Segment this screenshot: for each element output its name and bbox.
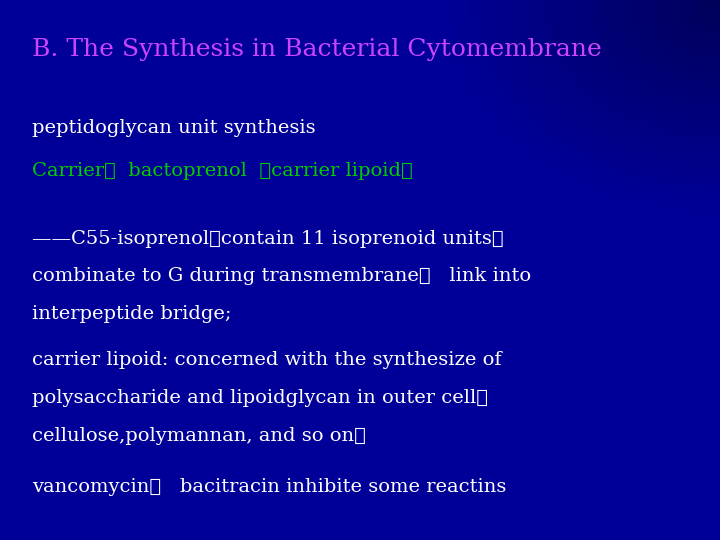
Text: Carrier：  bactoprenol  （carrier lipoid）: Carrier： bactoprenol （carrier lipoid） — [32, 162, 413, 180]
Text: combinate to G during transmembrane，   link into: combinate to G during transmembrane， lin… — [32, 267, 531, 285]
Text: cellulose,polymannan, and so on）: cellulose,polymannan, and so on） — [32, 427, 366, 444]
Text: vancomycin，   bacitracin inhibite some reactins: vancomycin， bacitracin inhibite some rea… — [32, 478, 507, 496]
Text: ——C55-isoprenol（contain 11 isoprenoid units）: ——C55-isoprenol（contain 11 isoprenoid un… — [32, 230, 504, 247]
Text: carrier lipoid: concerned with the synthesize of: carrier lipoid: concerned with the synth… — [32, 351, 502, 369]
Text: interpeptide bridge;: interpeptide bridge; — [32, 305, 232, 323]
Text: B. The Synthesis in Bacterial Cytomembrane: B. The Synthesis in Bacterial Cytomembra… — [32, 38, 602, 61]
Text: peptidoglycan unit synthesis: peptidoglycan unit synthesis — [32, 119, 316, 137]
Text: polysaccharide and lipoidglycan in outer cell（: polysaccharide and lipoidglycan in outer… — [32, 389, 488, 407]
